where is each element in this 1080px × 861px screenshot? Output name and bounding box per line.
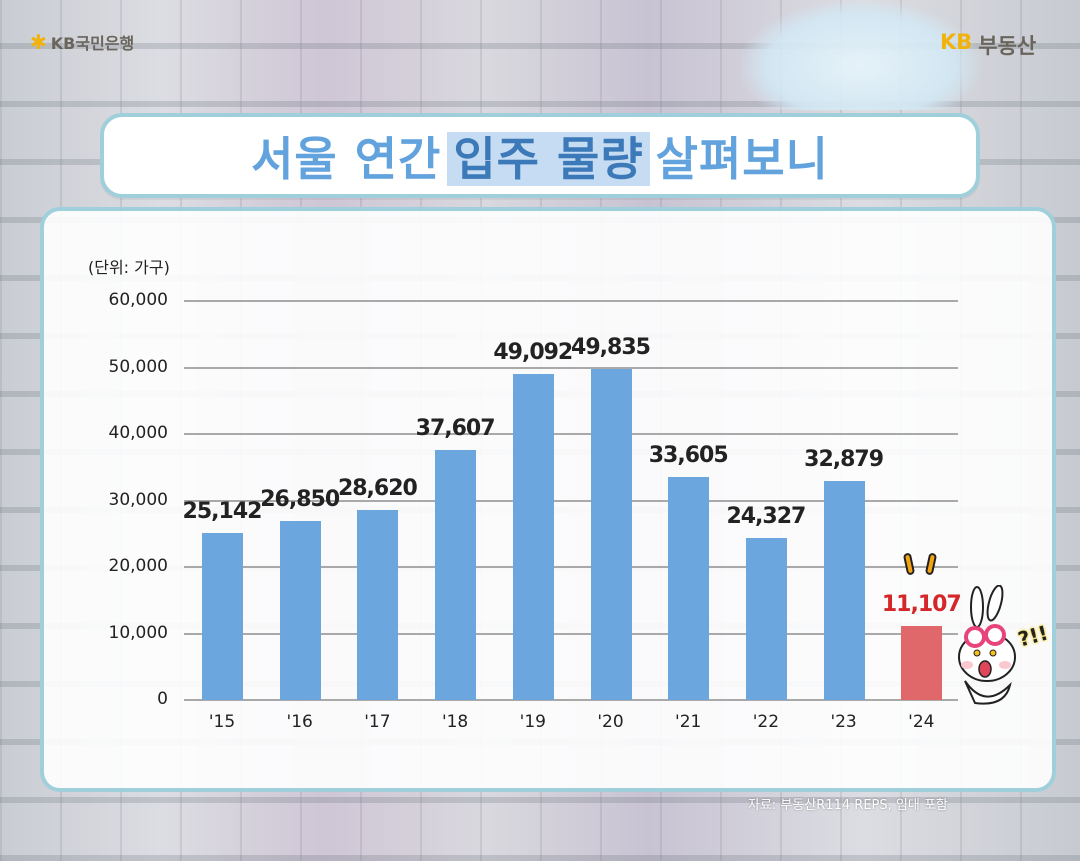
source-note: 자료: 부동산R114 REPS, 임대 포함	[748, 798, 948, 813]
x-tick-label: '19	[519, 712, 546, 732]
bar-16	[279, 521, 321, 700]
gridline	[184, 632, 958, 635]
y-tick-label: 30,000	[108, 489, 168, 510]
bar-value-label: 11,107	[881, 592, 962, 618]
x-tick-label: '17	[364, 712, 391, 732]
gridline	[184, 433, 958, 435]
rabbit-mascot-icon	[958, 585, 1016, 705]
y-tick-label: 40,000	[108, 423, 168, 443]
title-highlight: 입주 물량	[447, 131, 650, 186]
x-tick-label: '20	[597, 712, 624, 732]
logo-kb-text: KB	[940, 30, 973, 54]
x-tick-label: '23	[830, 712, 857, 732]
bar-17	[357, 509, 399, 700]
x-tick-label: '22	[752, 712, 780, 732]
x-tick-label: '21	[675, 712, 702, 732]
bar-value-label: 49,835	[571, 334, 651, 360]
cloud-decoration	[740, 0, 980, 110]
page-title: 서울 연간 입주 물량 살펴보니	[251, 123, 829, 189]
left-logo-text: KB국민은행	[50, 34, 135, 53]
gridline	[184, 499, 958, 502]
bar-value-label: 26,850	[260, 487, 340, 513]
unit-label: (단위: 가구)	[88, 258, 170, 277]
bar-value-label: 25,142	[182, 498, 263, 524]
surprise-marks-icon	[902, 552, 938, 576]
bar-24	[901, 626, 943, 700]
y-tick-label: 50,000	[108, 356, 168, 377]
title-part2: 살펴보니	[655, 131, 829, 186]
gridline	[184, 366, 958, 369]
bar-20	[590, 368, 632, 700]
y-tick-label: 60,000	[108, 290, 168, 310]
x-tick-label: '15	[208, 712, 236, 732]
bar-15	[202, 532, 243, 700]
kb-real-estate-logo: KB 부동산	[940, 30, 1036, 60]
logo-brand-text: 부동산	[978, 34, 1037, 58]
bar-22	[745, 538, 787, 700]
kb-star-icon: ✱	[30, 30, 47, 54]
x-tick-label: '24	[908, 712, 935, 732]
y-tick-label: 20,000	[108, 556, 168, 576]
bar-value-label: 28,620	[337, 475, 418, 501]
bar-value-label: 49,092	[493, 339, 573, 365]
bar-18	[435, 449, 477, 700]
bar-23	[823, 481, 865, 700]
gridline	[184, 566, 958, 568]
bar-value-label: 24,327	[726, 504, 806, 530]
title-banner: 서울 연간 입주 물량 살펴보니	[100, 113, 980, 198]
bar-21	[668, 476, 710, 700]
kb-kookmin-bank-logo: ✱ KB국민은행	[30, 30, 134, 54]
x-tick-label: '16	[286, 712, 313, 732]
gridline	[184, 699, 958, 701]
y-tick-label: 0	[157, 689, 168, 709]
bar-19	[512, 373, 554, 700]
title-part1: 서울 연간	[251, 131, 442, 186]
y-tick-label: 10,000	[108, 622, 168, 643]
bar-value-label: 37,607	[415, 415, 496, 441]
bar-value-label: 33,605	[648, 442, 729, 468]
x-tick-label: '18	[441, 712, 469, 732]
gridline	[184, 300, 958, 302]
bar-value-label: 32,879	[804, 447, 884, 473]
